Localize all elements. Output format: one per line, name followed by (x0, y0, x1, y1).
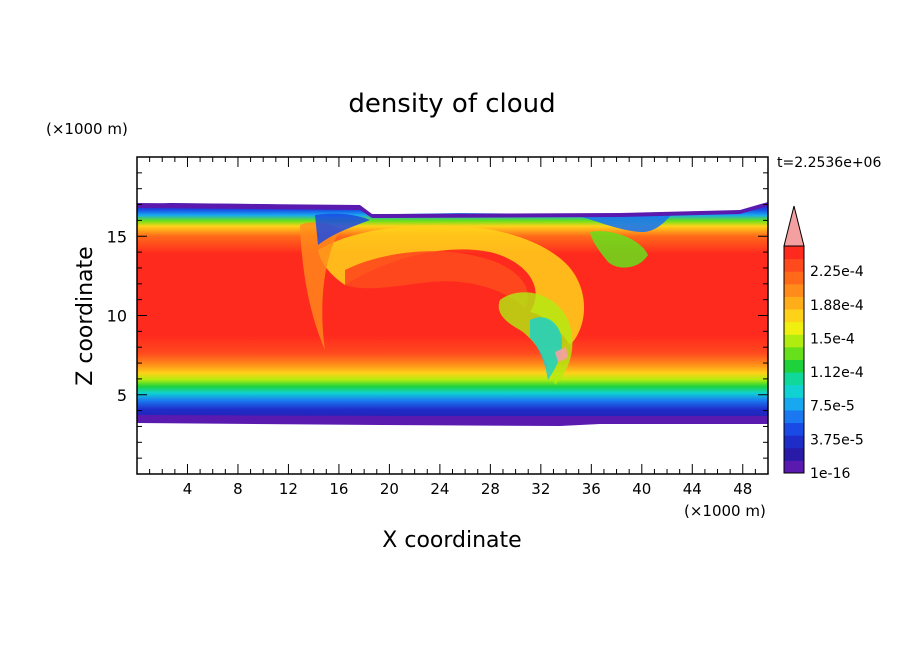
colorbar: 1e-16 3.75e-5 7.5e-5 1.12e-4 1.5e-4 1.88e-4 2.… (783, 205, 864, 482)
x-tick-label: 20 (380, 480, 399, 498)
colorbar-level (784, 397, 804, 411)
colorbar-frame (783, 245, 805, 474)
left-edge-band (300, 222, 340, 350)
top-pocket (570, 214, 672, 233)
x-tick-label: 44 (683, 480, 702, 498)
colorbar-extend-arrow (783, 205, 805, 247)
colorbar-level (784, 409, 804, 424)
colorbar-level (784, 271, 804, 285)
y-axis-label: Z coordinate (73, 246, 98, 385)
colorbar-level (784, 258, 804, 272)
x-tick-label: 48 (733, 480, 752, 498)
colorbar-level (784, 334, 804, 348)
colorbar-level (784, 435, 804, 449)
x-unit-label: (×1000 m) (684, 502, 766, 520)
colorbar-level (784, 422, 804, 436)
y-tick-label: 5 (117, 386, 127, 405)
x-tick-label: 24 (430, 480, 449, 498)
colorbar-level (784, 321, 804, 335)
density-field (137, 202, 768, 426)
swirl-inner (345, 251, 529, 308)
time-label: t=2.2536e+06 (777, 155, 881, 171)
chart-title: density of cloud (348, 89, 555, 119)
swirl-cyan (530, 317, 563, 380)
y-unit-label: (×1000 m) (46, 120, 128, 138)
x-tick-label: 36 (582, 480, 601, 498)
x-axis-label: X coordinate (382, 528, 521, 553)
x-tick-label: 28 (481, 480, 500, 498)
colorbar-level (784, 460, 804, 474)
x-ticks: 4 8 12 16 20 24 28 32 36 40 44 48 (136, 157, 769, 498)
x-tick-label: 40 (632, 480, 651, 498)
x-tick-label: 8 (233, 480, 243, 498)
colorbar-label: 1e-16 (810, 466, 850, 482)
pink-core (555, 347, 568, 362)
y-tick-label: 15 (107, 227, 127, 246)
colorbar-level (784, 372, 804, 386)
colorbar-label: 3.75e-5 (810, 432, 864, 448)
colorbar-level (784, 309, 804, 323)
bottom-strip (137, 415, 768, 426)
colorbar-level (784, 246, 804, 260)
swirl-band (318, 225, 585, 345)
colorbar-level (784, 346, 804, 360)
colorbar-label: 1.88e-4 (810, 298, 864, 314)
colorbar-level (784, 283, 804, 297)
x-tick-label: 12 (279, 480, 298, 498)
colorbar-label: 7.5e-5 (810, 399, 855, 415)
colorbar-level (784, 384, 804, 398)
upper-blue-edge (315, 213, 370, 245)
y-tick-label: 10 (107, 307, 127, 326)
top-strip (137, 202, 768, 218)
x-tick-label: 16 (329, 480, 348, 498)
colorbar-level (784, 447, 804, 461)
colorbar-label: 1.12e-4 (810, 365, 864, 381)
x-tick-label: 4 (183, 480, 193, 498)
colorbar-label: 2.25e-4 (810, 264, 864, 280)
x-tick-label: 32 (531, 480, 550, 498)
y-ticks: 5 10 15 (107, 156, 768, 475)
top-pocket-2 (590, 231, 648, 268)
colorbar-label: 1.5e-4 (810, 331, 855, 347)
colorbar-level (784, 359, 804, 373)
colorbar-level (784, 296, 804, 310)
